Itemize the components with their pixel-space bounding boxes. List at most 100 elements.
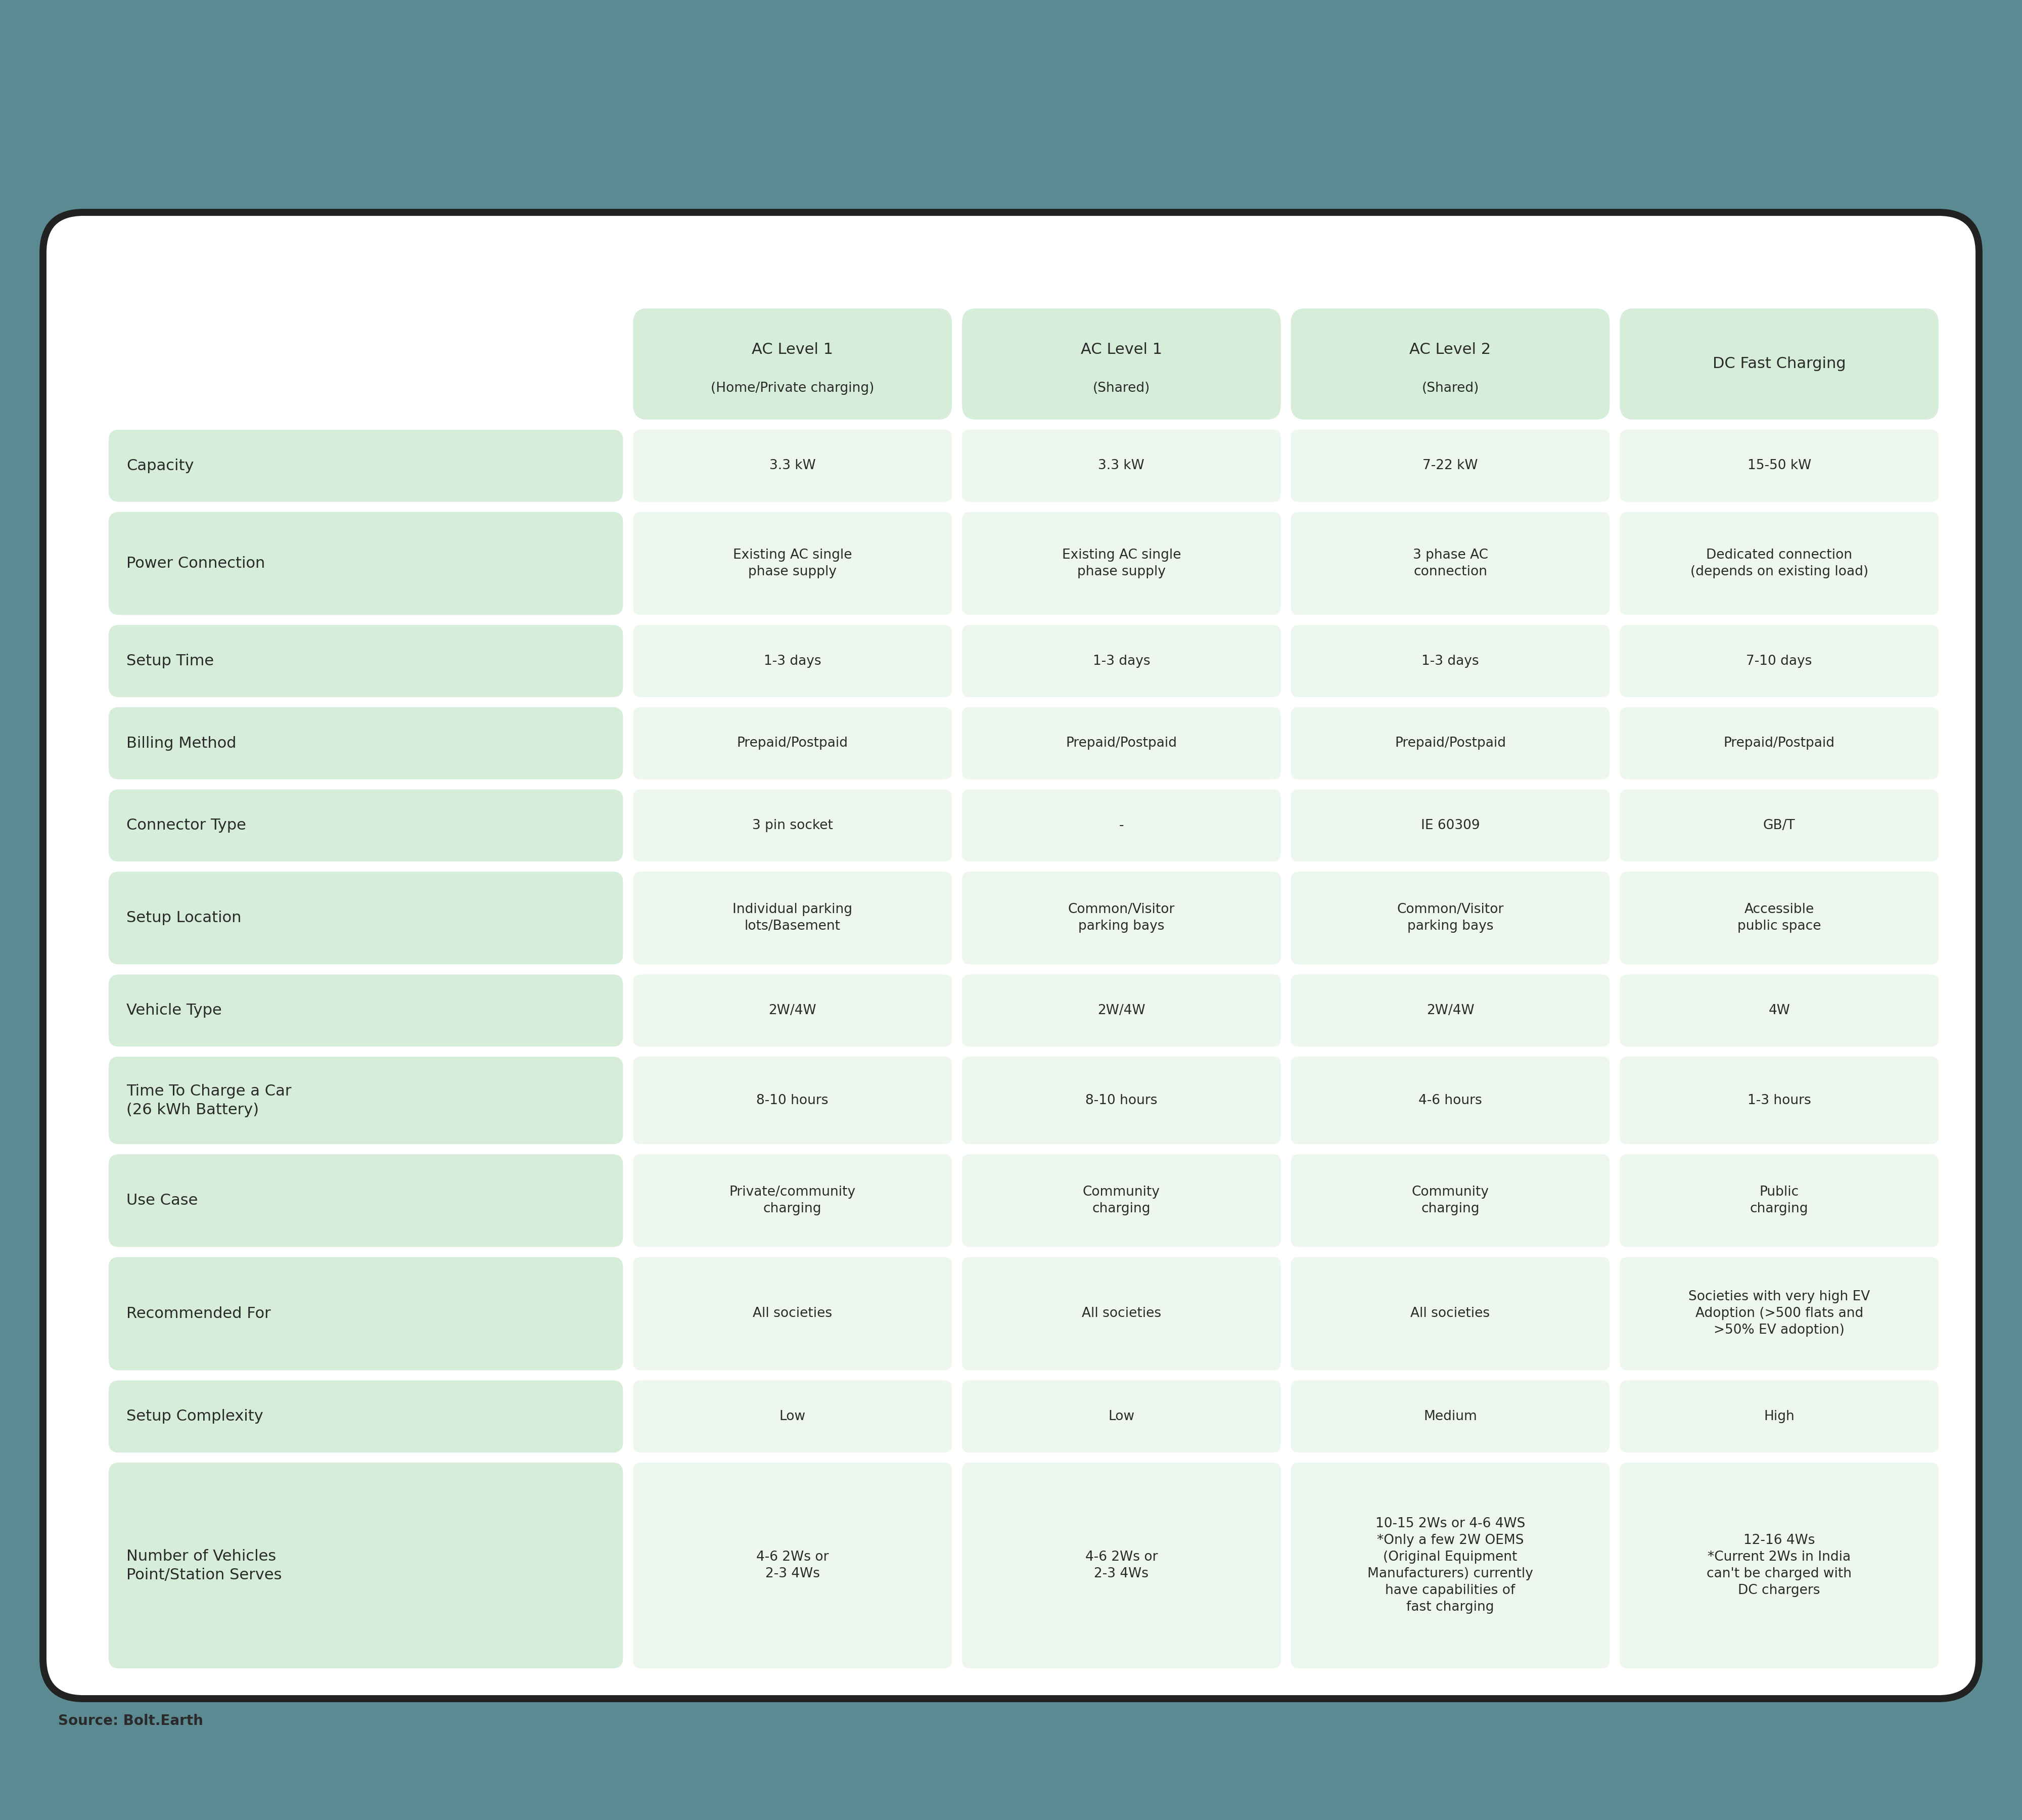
Text: Setup Location: Setup Location <box>125 910 241 925</box>
FancyBboxPatch shape <box>962 308 1280 420</box>
Text: 15-50 kW: 15-50 kW <box>1747 459 1812 473</box>
FancyBboxPatch shape <box>1290 308 1610 420</box>
FancyBboxPatch shape <box>109 1154 623 1247</box>
FancyBboxPatch shape <box>109 708 623 779</box>
FancyBboxPatch shape <box>109 624 623 697</box>
FancyBboxPatch shape <box>633 430 952 502</box>
Text: 1-3 days: 1-3 days <box>1421 655 1478 668</box>
FancyBboxPatch shape <box>1620 872 1939 965</box>
FancyBboxPatch shape <box>962 430 1280 502</box>
FancyBboxPatch shape <box>109 511 623 615</box>
Text: Number of Vehicles
Point/Station Serves: Number of Vehicles Point/Station Serves <box>125 1549 281 1582</box>
Text: Public
charging: Public charging <box>1749 1185 1808 1216</box>
Text: 3 phase AC
connection: 3 phase AC connection <box>1413 548 1488 579</box>
Text: Setup Complexity: Setup Complexity <box>125 1409 263 1423</box>
Text: Power Connection: Power Connection <box>125 557 265 571</box>
Text: Low: Low <box>1108 1410 1134 1423</box>
FancyBboxPatch shape <box>1620 974 1939 1046</box>
Text: 1-3 days: 1-3 days <box>764 655 821 668</box>
Text: Setup Time: Setup Time <box>125 653 214 668</box>
Text: AC Level 1: AC Level 1 <box>752 342 833 357</box>
Text: -: - <box>1118 819 1124 832</box>
Text: 2W/4W: 2W/4W <box>768 1005 817 1017</box>
FancyBboxPatch shape <box>633 1380 952 1452</box>
Text: DC Fast Charging: DC Fast Charging <box>1713 357 1846 371</box>
Text: 2W/4W: 2W/4W <box>1098 1005 1144 1017</box>
FancyBboxPatch shape <box>1290 430 1610 502</box>
FancyBboxPatch shape <box>1620 1057 1939 1145</box>
Text: GB/T: GB/T <box>1763 819 1796 832</box>
FancyBboxPatch shape <box>1620 1258 1939 1370</box>
FancyBboxPatch shape <box>1620 1154 1939 1247</box>
Text: (Home/Private charging): (Home/Private charging) <box>712 382 874 395</box>
Text: Billing Method: Billing Method <box>125 735 237 750</box>
Text: Low: Low <box>778 1410 805 1423</box>
Text: Medium: Medium <box>1423 1410 1476 1423</box>
FancyBboxPatch shape <box>962 708 1280 779</box>
FancyBboxPatch shape <box>633 1057 952 1145</box>
FancyBboxPatch shape <box>962 1258 1280 1370</box>
FancyBboxPatch shape <box>633 1154 952 1247</box>
FancyBboxPatch shape <box>962 1154 1280 1247</box>
FancyBboxPatch shape <box>1290 1380 1610 1452</box>
FancyBboxPatch shape <box>1290 708 1610 779</box>
Text: 1-3 hours: 1-3 hours <box>1747 1094 1812 1107</box>
Text: Societies with very high EV
Adoption (>500 flats and
>50% EV adoption): Societies with very high EV Adoption (>5… <box>1688 1290 1870 1338</box>
FancyBboxPatch shape <box>1290 1463 1610 1669</box>
FancyBboxPatch shape <box>109 1057 623 1145</box>
FancyBboxPatch shape <box>962 1057 1280 1145</box>
Text: Prepaid/Postpaid: Prepaid/Postpaid <box>736 737 847 750</box>
FancyBboxPatch shape <box>962 790 1280 861</box>
FancyBboxPatch shape <box>109 790 623 861</box>
FancyBboxPatch shape <box>1290 872 1610 965</box>
FancyBboxPatch shape <box>109 1380 623 1452</box>
Text: 4W: 4W <box>1769 1005 1789 1017</box>
Text: All societies: All societies <box>1082 1307 1161 1319</box>
FancyBboxPatch shape <box>1290 624 1610 697</box>
FancyBboxPatch shape <box>1620 511 1939 615</box>
Text: 2W/4W: 2W/4W <box>1426 1005 1474 1017</box>
FancyBboxPatch shape <box>633 790 952 861</box>
Text: Vehicle Type: Vehicle Type <box>125 1003 222 1017</box>
Text: 4-6 hours: 4-6 hours <box>1419 1094 1482 1107</box>
FancyBboxPatch shape <box>962 511 1280 615</box>
FancyBboxPatch shape <box>1290 1057 1610 1145</box>
Text: Source: Bolt.Earth: Source: Bolt.Earth <box>59 1714 202 1727</box>
FancyBboxPatch shape <box>1290 1154 1610 1247</box>
FancyBboxPatch shape <box>1290 1258 1610 1370</box>
FancyBboxPatch shape <box>633 1258 952 1370</box>
Text: (Shared): (Shared) <box>1421 382 1478 395</box>
FancyBboxPatch shape <box>633 308 952 420</box>
Text: 4-6 2Ws or
2-3 4Ws: 4-6 2Ws or 2-3 4Ws <box>756 1551 829 1580</box>
Text: Community
charging: Community charging <box>1411 1185 1488 1216</box>
FancyBboxPatch shape <box>1620 308 1939 420</box>
Text: Community
charging: Community charging <box>1082 1185 1161 1216</box>
FancyBboxPatch shape <box>1620 790 1939 861</box>
FancyBboxPatch shape <box>1620 430 1939 502</box>
Text: 4-6 2Ws or
2-3 4Ws: 4-6 2Ws or 2-3 4Ws <box>1086 1551 1159 1580</box>
Text: 8-10 hours: 8-10 hours <box>756 1094 829 1107</box>
FancyBboxPatch shape <box>962 1380 1280 1452</box>
Text: 7-22 kW: 7-22 kW <box>1423 459 1478 473</box>
Text: IE 60309: IE 60309 <box>1421 819 1480 832</box>
FancyBboxPatch shape <box>633 872 952 965</box>
FancyBboxPatch shape <box>633 511 952 615</box>
Text: Prepaid/Postpaid: Prepaid/Postpaid <box>1723 737 1834 750</box>
FancyBboxPatch shape <box>109 872 623 965</box>
Text: 10-15 2Ws or 4-6 4WS
*Only a few 2W OEMS
(Original Equipment
Manufacturers) curr: 10-15 2Ws or 4-6 4WS *Only a few 2W OEMS… <box>1367 1518 1533 1614</box>
FancyBboxPatch shape <box>633 1463 952 1669</box>
FancyBboxPatch shape <box>109 430 623 502</box>
Text: Common/Visitor
parking bays: Common/Visitor parking bays <box>1068 903 1175 934</box>
FancyBboxPatch shape <box>962 974 1280 1046</box>
FancyBboxPatch shape <box>109 1258 623 1370</box>
Text: Time To Charge a Car
(26 kWh Battery): Time To Charge a Car (26 kWh Battery) <box>125 1083 291 1117</box>
Text: Accessible
public space: Accessible public space <box>1737 903 1822 934</box>
Text: 1-3 days: 1-3 days <box>1092 655 1151 668</box>
FancyBboxPatch shape <box>1290 790 1610 861</box>
Text: 12-16 4Ws
*Current 2Ws in India
can't be charged with
DC chargers: 12-16 4Ws *Current 2Ws in India can't be… <box>1707 1534 1852 1598</box>
FancyBboxPatch shape <box>1620 1463 1939 1669</box>
FancyBboxPatch shape <box>1620 624 1939 697</box>
Text: Prepaid/Postpaid: Prepaid/Postpaid <box>1066 737 1177 750</box>
Text: Existing AC single
phase supply: Existing AC single phase supply <box>1062 548 1181 579</box>
Text: High: High <box>1763 1410 1796 1423</box>
